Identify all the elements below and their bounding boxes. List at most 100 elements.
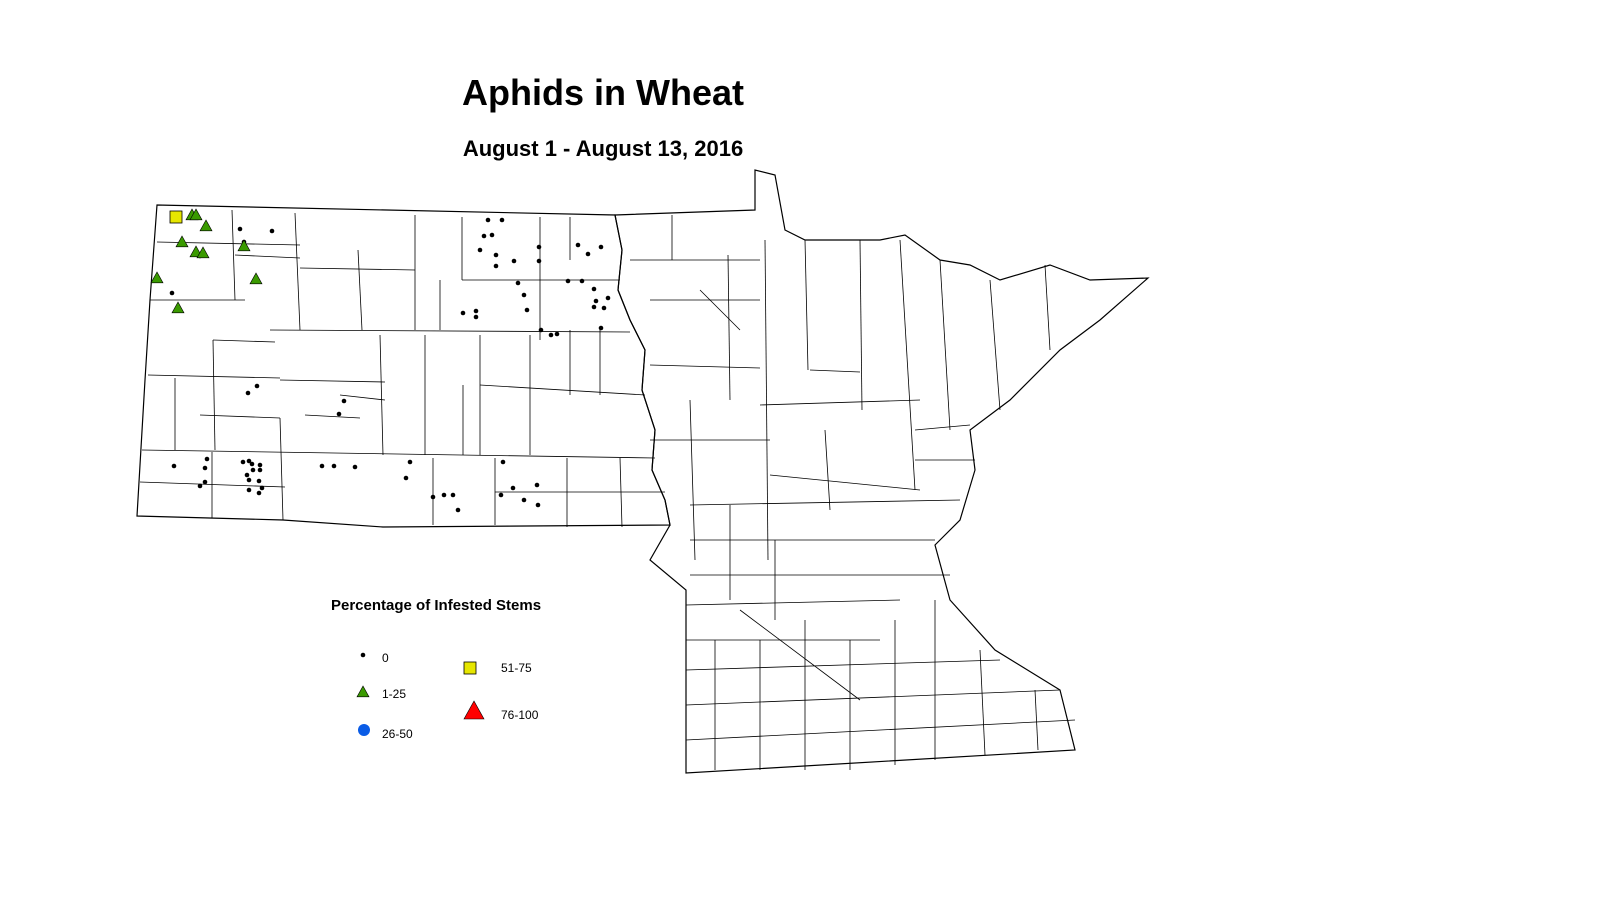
observation-0 — [489, 232, 495, 238]
observation-0 — [521, 497, 527, 503]
observation-0 — [575, 242, 581, 248]
observation-0 — [249, 461, 255, 467]
observation-0 — [499, 217, 505, 223]
observation-0 — [460, 310, 466, 316]
legend-title: Percentage of Infested Stems — [331, 597, 542, 614]
observation-0 — [565, 278, 571, 284]
observation-0 — [521, 292, 527, 298]
county-boundary — [649, 364, 761, 369]
observation-0 — [319, 463, 325, 469]
observation-0 — [511, 258, 517, 264]
legend-label-26-50: 26-50 — [382, 727, 413, 741]
county-boundary — [685, 689, 1061, 706]
county-boundary — [1044, 264, 1051, 351]
county-boundary — [699, 289, 741, 331]
observation-0 — [593, 298, 599, 304]
county-boundary — [989, 279, 1001, 411]
observation-0 — [197, 483, 203, 489]
observation-0 — [407, 459, 413, 465]
observation-0 — [441, 492, 447, 498]
minnesota-outline — [614, 169, 1150, 774]
observation-1-25 — [199, 219, 213, 232]
observation-0 — [481, 233, 487, 239]
county-boundary — [979, 649, 986, 756]
legend-label-1-25: 1-25 — [382, 687, 407, 701]
observation-1-25 — [249, 272, 263, 285]
observation-0 — [473, 308, 479, 314]
county-boundary — [339, 394, 386, 401]
observation-0 — [601, 305, 607, 311]
county-boundary — [299, 267, 416, 271]
county-boundary — [685, 599, 901, 606]
observation-0 — [536, 258, 542, 264]
observation-0 — [331, 463, 337, 469]
observation-1-25 — [237, 239, 251, 252]
county-boundary — [689, 499, 961, 506]
observation-0 — [250, 467, 256, 473]
legend-symbol-0 — [360, 652, 366, 658]
legend-label-76-100: 76-100 — [501, 708, 539, 722]
county-boundary — [379, 334, 384, 456]
county-boundary — [824, 429, 831, 511]
county-boundary — [279, 417, 284, 521]
observation-0 — [244, 472, 250, 478]
observation-0 — [341, 398, 347, 404]
observation-0 — [169, 290, 175, 296]
observation-0 — [535, 502, 541, 508]
observation-0 — [246, 487, 252, 493]
observation-0 — [536, 244, 542, 250]
county-boundary — [685, 719, 1076, 741]
legend-label-51-75: 51-75 — [501, 661, 532, 675]
observation-0 — [493, 263, 499, 269]
observation-0 — [256, 490, 262, 496]
observation-0 — [598, 244, 604, 250]
county-boundary — [739, 609, 861, 701]
observation-0 — [257, 462, 263, 468]
county-boundary — [809, 369, 861, 373]
map-subtitle: August 1 - August 13, 2016 — [462, 136, 744, 161]
observation-0 — [352, 464, 358, 470]
observation-0 — [430, 494, 436, 500]
county-boundary — [231, 209, 236, 301]
county-boundary — [234, 254, 301, 259]
county-boundary — [804, 239, 809, 371]
observation-0 — [605, 295, 611, 301]
legend-symbol-51-75 — [463, 661, 477, 675]
observation-0 — [171, 463, 177, 469]
legend-symbol-76-100 — [463, 700, 485, 720]
observation-0 — [579, 278, 585, 284]
legend-symbol-26-50 — [358, 724, 370, 736]
county-boundary — [939, 259, 951, 431]
county-boundary — [769, 474, 921, 491]
observation-0 — [534, 482, 540, 488]
observation-0 — [246, 458, 252, 464]
county-boundary — [269, 329, 631, 333]
county-boundary — [279, 379, 386, 383]
observation-0 — [403, 475, 409, 481]
observation-0 — [257, 467, 263, 473]
observation-0 — [485, 217, 491, 223]
observation-0 — [493, 252, 499, 258]
observation-0 — [591, 286, 597, 292]
observation-0 — [450, 492, 456, 498]
county-boundary — [294, 212, 301, 331]
county-boundary — [859, 239, 863, 411]
county-boundary — [619, 457, 623, 528]
observation-0 — [591, 304, 597, 310]
county-boundary — [141, 449, 656, 459]
county-boundary — [212, 339, 276, 343]
observation-0 — [524, 307, 530, 313]
observation-51-75 — [169, 210, 183, 224]
observation-0 — [510, 485, 516, 491]
observation-1-25 — [175, 235, 189, 248]
observation-0 — [254, 383, 260, 389]
observation-0 — [498, 492, 504, 498]
observation-0 — [246, 477, 252, 483]
observation-0 — [585, 251, 591, 257]
county-boundary — [727, 254, 731, 401]
observation-0 — [538, 327, 544, 333]
observation-0 — [202, 479, 208, 485]
county-boundary — [899, 239, 916, 491]
observation-0 — [204, 456, 210, 462]
